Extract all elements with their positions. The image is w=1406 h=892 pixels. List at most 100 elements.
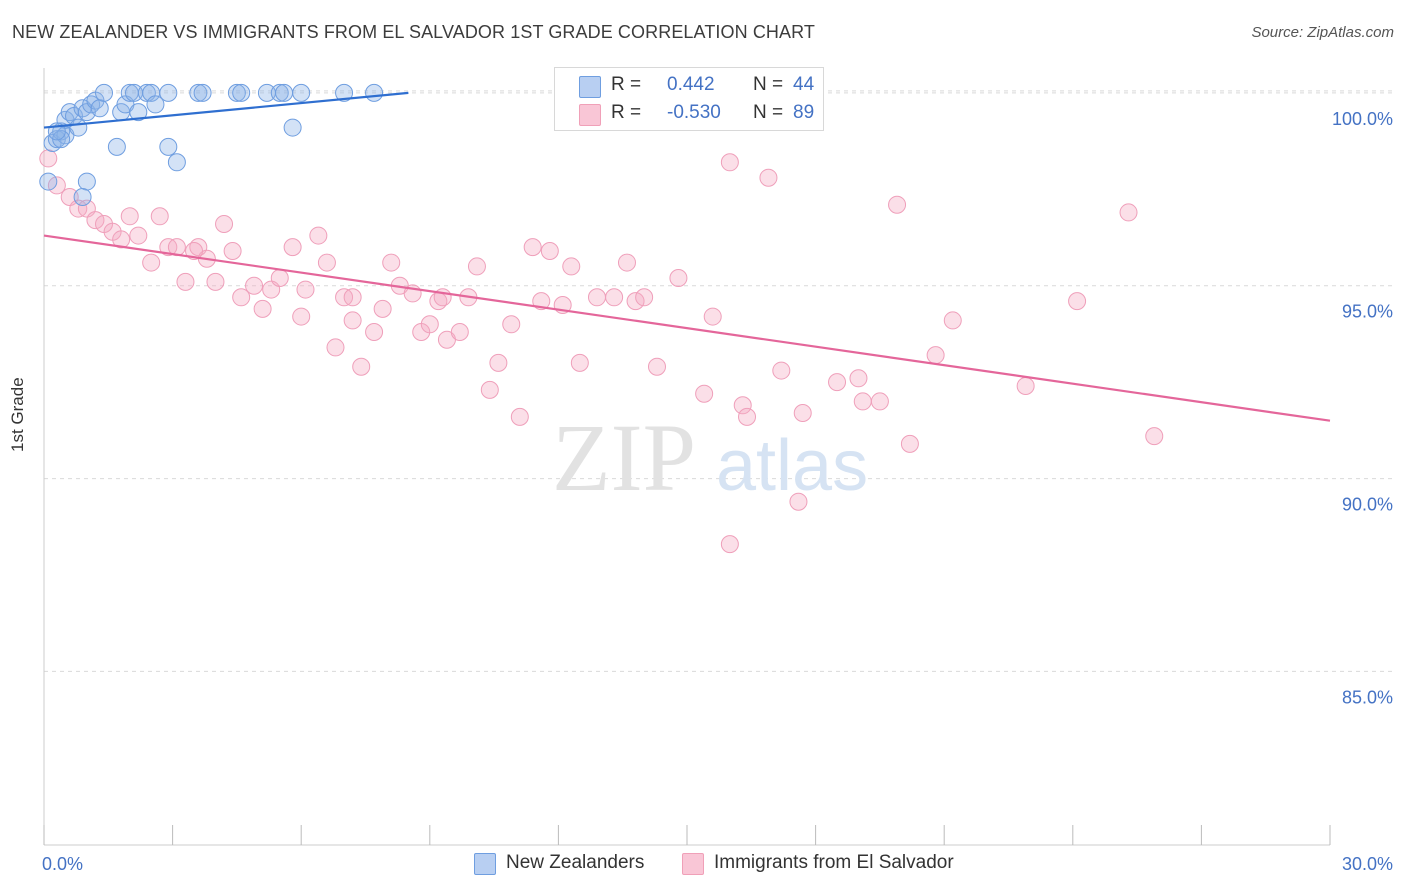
data-point-el-salvador [86,211,105,230]
data-point-el-salvador [309,226,328,245]
data-point-el-salvador [669,269,688,287]
data-point-new-zealander [232,83,251,102]
data-point-el-salvador [943,311,962,330]
data-point-new-zealander [159,83,178,102]
data-point-el-salvador [1119,203,1138,222]
data-point-el-salvador [150,207,169,226]
data-point-el-salvador [828,373,847,392]
y-tick-label: 100.0% [1332,109,1393,129]
legend-n-label: N = [753,102,784,123]
data-point-el-salvador [647,357,666,376]
data-point-el-salvador [270,269,289,287]
data-point-el-salvador [926,346,945,365]
data-point-el-salvador [232,288,251,307]
legend-n-label: N = [753,74,784,95]
legend-swatch-blue [474,853,496,875]
data-point-el-salvador [1016,377,1035,395]
data-point-el-salvador [326,338,345,357]
data-point-el-salvador [292,307,311,326]
y-tick-label: 90.0% [1342,495,1393,515]
data-point-el-salvador [695,384,714,403]
y-tick-label: 95.0% [1342,302,1393,322]
data-point-el-salvador [112,230,131,249]
data-point-el-salvador [373,299,392,318]
data-point-el-salvador [245,276,264,295]
data-point-el-salvador [703,307,722,326]
data-point-el-salvador [772,361,791,380]
data-point-el-salvador [185,242,204,260]
data-point-el-salvador [635,288,654,307]
data-point-el-salvador [900,434,919,453]
data-point-el-salvador [343,288,362,307]
y-tick-label: 85.0% [1342,687,1393,707]
data-point-new-zealander [73,188,92,206]
data-point-el-salvador [450,323,469,341]
legend-label: Immigrants from El Salvador [714,852,954,873]
grid-lines [44,90,1395,672]
data-point-el-salvador [1145,427,1164,446]
data-point-el-salvador [532,292,551,311]
data-point-new-zealander [167,153,186,172]
data-point-el-salvador [176,272,195,291]
data-point-el-salvador [129,226,148,245]
data-point-new-zealander [90,99,109,118]
data-point-new-zealander [270,83,289,102]
data-point-new-zealander [159,137,178,156]
stats-legend: R = 0.442 N = 44 R = -0.530 N = 89 [554,67,824,131]
data-point-el-salvador [382,253,401,272]
data-point-el-salvador [738,407,757,426]
data-point-el-salvador [365,323,384,341]
data-point-el-salvador [849,369,868,388]
data-point-new-zealander [335,83,354,102]
series-el-salvador [39,149,1164,554]
data-point-el-salvador [215,215,234,233]
legend-swatch-pink [579,104,601,126]
data-point-el-salvador [317,253,336,272]
data-point-new-zealander [283,118,302,137]
data-point-el-salvador [793,404,812,422]
watermark-atlas: atlas [716,426,868,506]
axes [43,68,1331,846]
legend-r-value: -0.530 [667,102,721,123]
legend-swatch-blue [579,76,601,98]
data-point-el-salvador [617,253,636,272]
data-point-el-salvador [510,407,529,426]
legend-n-value: 89 [793,102,815,123]
data-point-el-salvador [467,257,486,276]
x-tick-label: 30.0% [1342,854,1393,874]
trend-lines [43,91,1331,422]
data-point-el-salvador [296,280,315,299]
tick-labels: 100.0% 95.0% 90.0% 85.0% 0.0% 30.0% [42,109,1393,874]
data-point-el-salvador [120,207,139,226]
data-point-new-zealander [129,103,148,122]
data-point-new-zealander [365,83,384,102]
data-point-el-salvador [352,357,371,376]
data-point-el-salvador [420,315,439,334]
data-point-el-salvador [343,311,362,330]
legend-n-value: 44 [793,74,815,95]
data-point-el-salvador [47,176,66,195]
x-tick-label: 0.0% [42,854,83,874]
data-point-new-zealander [107,137,126,156]
data-point-el-salvador [720,535,739,554]
legend-r-label: R = [611,102,642,123]
data-point-el-salvador [789,492,808,511]
data-point-el-salvador [605,288,624,307]
data-point-el-salvador [853,392,872,411]
data-point-new-zealander [95,83,114,102]
data-point-el-salvador [283,238,302,257]
data-point-new-zealander [39,172,58,191]
data-point-el-salvador [39,149,58,168]
data-point-el-salvador [540,242,559,260]
data-point-new-zealander [146,95,165,114]
data-point-el-salvador [587,288,606,307]
data-point-el-salvador [502,315,521,334]
data-point-el-salvador [888,195,907,214]
data-point-new-zealander [227,83,246,102]
watermark: ZIP atlas [552,404,868,511]
chart-title: NEW ZEALANDER VS IMMIGRANTS FROM EL SALV… [12,22,815,42]
data-point-el-salvador [523,238,542,257]
data-point-el-salvador [759,168,778,187]
data-point-el-salvador [480,380,499,399]
